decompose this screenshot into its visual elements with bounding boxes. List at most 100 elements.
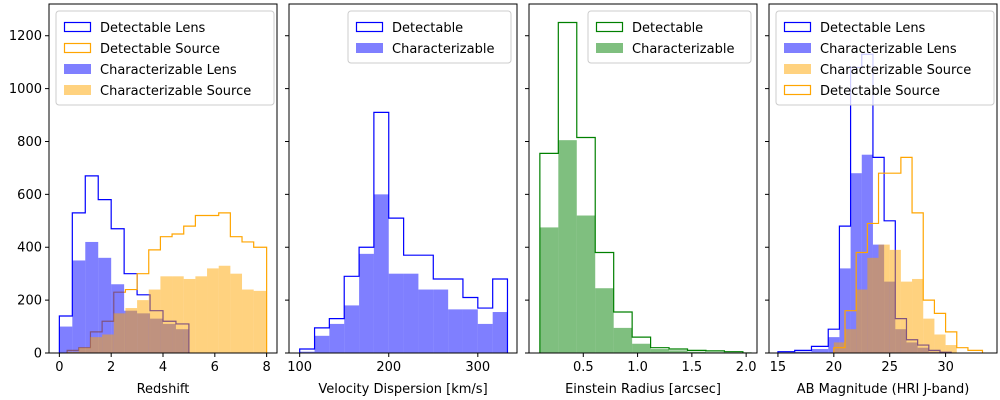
legend-label: Characterizable: [632, 42, 734, 57]
hist-bar: [59, 326, 73, 353]
hist-bar: [418, 289, 434, 353]
x-tick-label: 300: [465, 360, 490, 375]
hist-bar: [462, 309, 478, 353]
hist-bar: [207, 268, 219, 353]
legend-box: [55, 10, 275, 106]
panel-2: 100 200 300 Velocity Dispersion [km/s] Detec…: [285, 3, 518, 397]
hist-bar: [934, 334, 946, 353]
plot-area: [539, 21, 752, 353]
legend-label: Characterizable Source: [100, 84, 251, 99]
x-axis-label: Einstein Radius [arcsec]: [565, 382, 721, 397]
legend-label: Detectable: [392, 21, 463, 36]
legend-label: Detectable Lens: [820, 21, 926, 36]
hist-bar: [856, 289, 868, 353]
x-axis-label: AB Magnitude (HRI J-band): [797, 382, 970, 397]
axes-frame: [768, 3, 998, 354]
x-tick-label: 4: [159, 360, 167, 375]
hist-bar: [900, 281, 913, 353]
legend-label: Detectable Lens: [100, 21, 206, 36]
legend-label: Detectable Source: [100, 42, 220, 57]
x-tick-label: 100: [287, 360, 312, 375]
legend-label: Characterizable Lens: [100, 63, 237, 78]
hist-bar: [85, 241, 99, 353]
hist-bar: [945, 345, 957, 353]
hist-bar: [242, 289, 254, 353]
series-detectable-step: [539, 21, 752, 353]
axes-frame: [528, 3, 758, 354]
hist-bar: [137, 300, 149, 353]
y-tick-label: 800: [17, 135, 42, 150]
hist-bar: [558, 140, 577, 353]
series-detectable-source-step: [833, 156, 984, 353]
axes-frame: [288, 3, 518, 354]
hist-bar: [218, 265, 231, 353]
legend-swatch: [63, 21, 92, 33]
legend: Detectable Characterizable: [347, 10, 512, 64]
panel-4: 15 20 25 30 AB Magnitude (HRI J-band) Detecta…: [765, 3, 998, 397]
x-tick-label: 30: [937, 360, 954, 375]
hist-bar: [539, 227, 559, 353]
hist-bar: [867, 257, 879, 353]
series-characterizable: [299, 194, 508, 353]
hist-bar: [687, 351, 706, 353]
y-tick-label: 1200: [9, 29, 42, 44]
legend-swatch: [596, 43, 623, 53]
hist-bar: [67, 351, 79, 353]
x-tick-label: 1.5: [682, 360, 703, 375]
series-characterizable: [539, 140, 743, 353]
x-tick-label: 6: [211, 360, 219, 375]
legend-swatch: [595, 21, 624, 33]
x-axis-label: Velocity Dispersion [km/s]: [318, 382, 487, 397]
y-tick-label: 400: [17, 241, 42, 256]
hist-bar: [433, 289, 449, 353]
legend-label: Characterizable: [392, 42, 494, 57]
legend-swatch: [64, 64, 91, 74]
hist-bar: [314, 335, 330, 353]
hist-bar: [403, 273, 419, 353]
hist-bar: [492, 312, 508, 353]
legend-box: [587, 10, 752, 64]
y-tick-label: 0: [34, 347, 42, 362]
y-tick-label: 200: [17, 294, 42, 309]
hist-bar: [477, 323, 493, 353]
hist-bar: [794, 351, 812, 353]
x-tick-label: 1.0: [627, 360, 648, 375]
legend-swatch: [784, 43, 811, 53]
hist-bar: [90, 337, 103, 353]
legend-label: Characterizable Source: [820, 63, 971, 78]
hist-bar: [576, 215, 596, 353]
hist-bar: [912, 278, 924, 353]
x-tick-label: 0.5: [573, 360, 594, 375]
series-characterizable-source: [67, 265, 267, 353]
hist-bar: [344, 305, 360, 353]
y-tick-label: 1000: [9, 82, 42, 97]
hist-bar: [359, 253, 374, 353]
panel-1: 0 2 4 6 8 0 200 400 600 800 1000 1200 Redshift Detect…: [9, 3, 278, 397]
hist-bar: [669, 350, 688, 353]
hist-bar: [329, 323, 345, 353]
hist-bar: [613, 327, 633, 353]
hist-bar: [172, 276, 184, 353]
legend: Detectable Lens Detectable Source Characte…: [55, 10, 275, 106]
y-tick-label: 600: [17, 188, 42, 203]
plot-area: [58, 175, 268, 353]
hist-bar: [650, 349, 670, 353]
x-tick-label: 25: [881, 360, 898, 375]
x-tick-label: 0: [55, 360, 63, 375]
x-tick-label: 2.0: [736, 360, 757, 375]
hist-bar: [72, 260, 86, 353]
legend-swatch: [63, 42, 92, 54]
hist-bar: [148, 289, 161, 353]
x-tick-label: 8: [262, 360, 270, 375]
hist-bar: [78, 347, 91, 353]
legend-swatch: [64, 85, 91, 95]
legend-box: [347, 10, 512, 64]
legend-swatch: [783, 84, 812, 96]
hist-bar: [373, 194, 389, 353]
legend-swatch: [784, 64, 811, 74]
x-axis-label: Redshift: [137, 382, 190, 397]
hist-bar: [889, 249, 901, 353]
panel-3: 0.5 1.0 1.5 2.0 Einstein Radius [arcsec] Dete…: [525, 3, 758, 397]
legend-swatch: [355, 21, 384, 33]
